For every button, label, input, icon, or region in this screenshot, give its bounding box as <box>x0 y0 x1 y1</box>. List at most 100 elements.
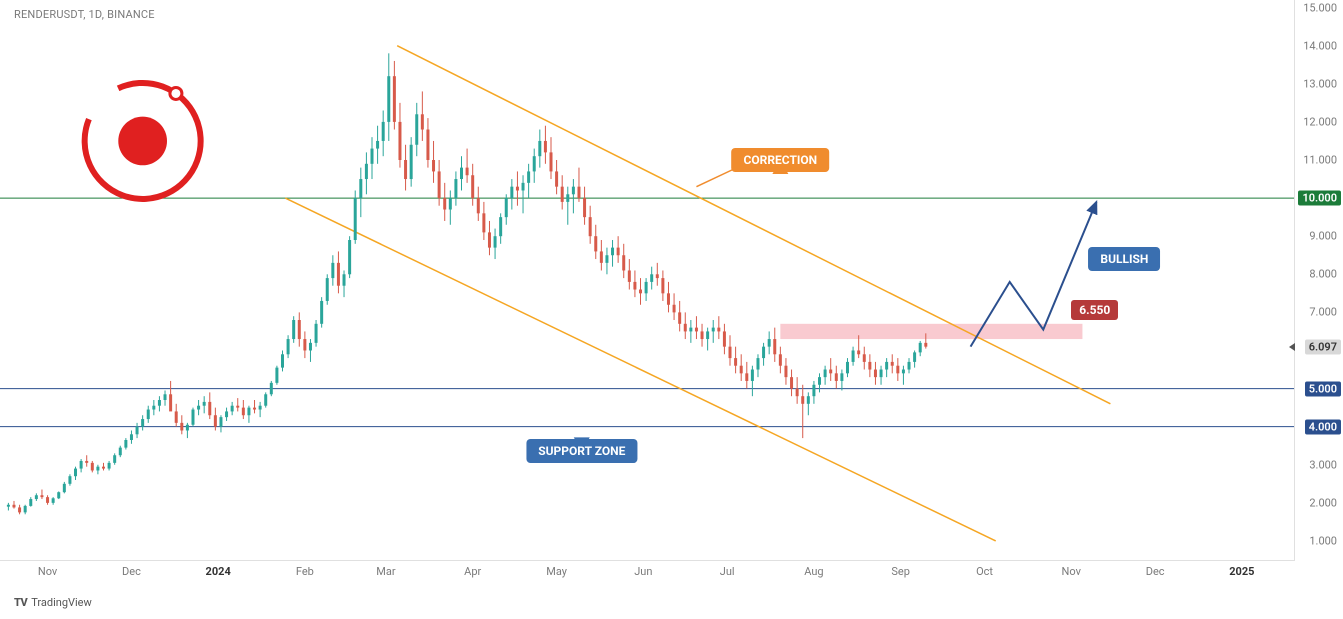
candle-body <box>829 370 832 374</box>
candle-body <box>343 274 346 285</box>
candle-body <box>566 194 569 202</box>
x-axis-tick: Mar <box>376 565 395 578</box>
candle-body <box>303 339 306 350</box>
candle-body <box>108 463 111 469</box>
candle-body <box>740 366 743 374</box>
candle-body <box>35 495 38 499</box>
candle-body <box>432 160 435 171</box>
y-axis-tick: 2.000 <box>1309 496 1337 509</box>
candle-body <box>270 383 273 394</box>
candle-body <box>12 505 15 508</box>
x-axis-tick: 2025 <box>1229 565 1254 578</box>
y-axis-tick: 8.000 <box>1309 268 1337 281</box>
candle-body <box>477 198 480 213</box>
x-axis-tick: Dec <box>122 565 141 578</box>
candle-body <box>516 187 519 191</box>
candle-body <box>712 328 715 332</box>
tradingview-logo-icon: TV <box>14 596 27 609</box>
candle-body <box>577 187 580 198</box>
candle-body <box>617 248 620 256</box>
y-axis-tick: 4.000 <box>1305 419 1341 434</box>
resistance-zone <box>780 324 1082 339</box>
candle-body <box>807 396 810 404</box>
y-axis-tick: 14.000 <box>1303 39 1337 52</box>
candle-body <box>298 320 301 339</box>
candle-body <box>527 171 530 182</box>
candle-body <box>29 499 32 506</box>
candle-body <box>812 385 815 396</box>
candle-body <box>124 440 127 448</box>
y-axis-tick: 5.000 <box>1305 381 1341 396</box>
candle-body <box>96 467 99 471</box>
candle-body <box>454 179 457 198</box>
candle-body <box>561 187 564 202</box>
candle-body <box>63 484 66 492</box>
candle-body <box>315 324 318 343</box>
candle-body <box>751 370 754 381</box>
candle-body <box>292 320 295 339</box>
candle-body <box>667 293 670 304</box>
candle-body <box>796 389 799 397</box>
y-axis-tick: 10.000 <box>1298 191 1341 206</box>
candle-body <box>348 240 351 274</box>
candle-body <box>846 362 849 373</box>
candle-body <box>482 213 485 232</box>
candle-body <box>902 370 905 374</box>
candle-body <box>790 377 793 388</box>
candle-body <box>421 114 424 129</box>
candle-body <box>320 301 323 324</box>
candle-body <box>756 358 759 369</box>
candle-body <box>471 175 474 198</box>
candle-body <box>701 331 704 339</box>
candle-body <box>337 263 340 286</box>
candle-body <box>555 171 558 186</box>
price-chart[interactable] <box>0 0 1295 560</box>
candle-body <box>745 373 748 381</box>
candle-body <box>326 278 329 301</box>
candle-body <box>488 232 491 247</box>
candle-body <box>91 463 94 471</box>
candle-body <box>494 236 497 247</box>
candle-body <box>868 362 871 370</box>
x-axis-tick: Dec <box>1146 565 1165 578</box>
token-logo-icon <box>66 64 220 218</box>
y-axis-tick: 7.000 <box>1309 306 1337 319</box>
candle-body <box>68 476 71 484</box>
x-axis-tick: Apr <box>464 565 481 578</box>
candle-body <box>639 290 642 294</box>
candle-body <box>611 248 614 256</box>
channel-line-lower <box>285 198 995 541</box>
x-axis-tick: 2024 <box>206 565 231 578</box>
candle-body <box>684 324 687 332</box>
candle-body <box>594 236 597 251</box>
candle-body <box>583 198 586 217</box>
candle-body <box>225 411 228 417</box>
candle-body <box>466 168 469 176</box>
candle-body <box>24 506 27 512</box>
candle-body <box>197 406 200 410</box>
candle-body <box>510 187 513 198</box>
candle-body <box>426 130 429 160</box>
candle-body <box>852 350 855 361</box>
candle-body <box>102 467 105 469</box>
candle-body <box>376 141 379 149</box>
candle-body <box>857 350 860 354</box>
candle-body <box>695 328 698 332</box>
x-axis: NovDec2024FebMarAprMayJunJulAugSepOctNov… <box>0 560 1295 585</box>
candle-body <box>259 406 262 410</box>
x-axis-tick: Jul <box>720 565 735 578</box>
candle-body <box>203 402 206 406</box>
candle-body <box>443 198 446 209</box>
candle-body <box>113 455 116 463</box>
x-axis-tick: May <box>546 565 567 578</box>
candle-body <box>768 339 771 347</box>
chart-container: RENDERUSDT, 1D, BINANCE 15.00014.00013.0… <box>0 0 1343 619</box>
candle-body <box>387 76 390 122</box>
candle-body <box>158 400 161 406</box>
candle-body <box>18 507 21 512</box>
candle-body <box>533 156 536 171</box>
candle-body <box>550 152 553 171</box>
candle-body <box>773 339 776 354</box>
candle-body <box>656 274 659 278</box>
candle-body <box>762 347 765 358</box>
